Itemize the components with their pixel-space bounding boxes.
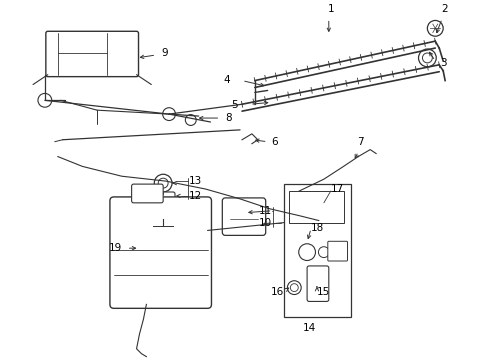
- FancyBboxPatch shape: [46, 31, 138, 77]
- Text: 17: 17: [330, 184, 344, 194]
- Circle shape: [158, 178, 168, 188]
- Text: 4: 4: [223, 75, 230, 85]
- Text: 10: 10: [258, 217, 271, 228]
- FancyBboxPatch shape: [110, 197, 211, 308]
- Text: 15: 15: [316, 287, 329, 297]
- Circle shape: [38, 93, 52, 107]
- FancyBboxPatch shape: [151, 192, 175, 221]
- Text: 2: 2: [440, 4, 447, 14]
- Text: 14: 14: [302, 323, 315, 333]
- Circle shape: [422, 53, 431, 63]
- Circle shape: [418, 49, 435, 67]
- Circle shape: [154, 174, 172, 192]
- Text: 18: 18: [310, 224, 324, 234]
- Circle shape: [163, 108, 175, 121]
- Circle shape: [287, 281, 301, 294]
- Text: 11: 11: [258, 206, 271, 216]
- Circle shape: [298, 244, 315, 261]
- Text: 19: 19: [108, 243, 122, 253]
- Text: 9: 9: [161, 48, 167, 58]
- Circle shape: [427, 21, 442, 36]
- Circle shape: [185, 114, 196, 125]
- Text: 6: 6: [271, 137, 278, 147]
- Circle shape: [290, 284, 298, 292]
- FancyBboxPatch shape: [327, 241, 347, 261]
- Text: 12: 12: [188, 191, 202, 201]
- Circle shape: [318, 247, 328, 257]
- Text: 7: 7: [356, 137, 363, 147]
- Text: 1: 1: [327, 4, 333, 14]
- Text: 3: 3: [439, 58, 446, 68]
- Text: 8: 8: [225, 113, 231, 123]
- Bar: [289, 191, 343, 222]
- FancyBboxPatch shape: [131, 184, 163, 203]
- FancyBboxPatch shape: [222, 198, 265, 235]
- Bar: [284, 184, 351, 317]
- FancyBboxPatch shape: [306, 266, 328, 301]
- Text: 5: 5: [231, 100, 238, 110]
- Text: 16: 16: [271, 287, 284, 297]
- Text: 13: 13: [188, 176, 202, 186]
